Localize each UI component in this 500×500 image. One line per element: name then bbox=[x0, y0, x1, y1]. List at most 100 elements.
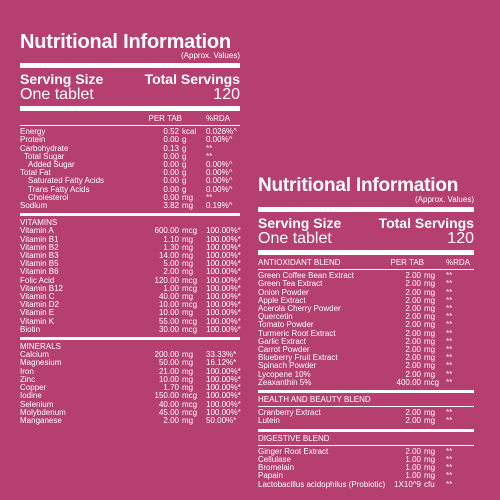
nutrient-row: Calcium 200.00 mg 33.33%* bbox=[20, 351, 240, 359]
divider bbox=[258, 444, 474, 446]
nutrient-row: Selenium 40.00 mcg 100.00%* bbox=[20, 399, 241, 409]
nutrient-unit: mg bbox=[182, 251, 194, 261]
nutrient-value: 2.00 bbox=[163, 415, 179, 425]
nutrient-unit: mg bbox=[424, 295, 436, 305]
nutrient-rda: 100.00%* bbox=[206, 226, 241, 236]
nutrient-rda: ** bbox=[446, 295, 453, 305]
nutrient-value: 0.52 bbox=[163, 127, 179, 137]
nutrient-unit: mg bbox=[182, 374, 194, 384]
nutrient-rda: ** bbox=[446, 271, 453, 281]
nutrient-rda: ** bbox=[446, 416, 453, 426]
nutrient-name: Carrot Powder bbox=[258, 345, 310, 355]
nutrient-name: Biotin bbox=[20, 324, 41, 334]
nutrient-name: Vitamin K bbox=[20, 316, 55, 326]
nutrient-row: Total Sugar 0.00 g ** bbox=[20, 151, 240, 161]
nutrient-value: 200.00 bbox=[154, 350, 179, 360]
nutrient-rda: ** bbox=[206, 143, 213, 153]
nutrient-unit: mcg bbox=[182, 226, 198, 236]
nutrient-name: Vitamin D2 bbox=[20, 300, 59, 310]
nutrient-row: Molybdenum 45.00 mcg 100.00%* bbox=[20, 407, 241, 417]
nutrient-name: Vitamin B12 bbox=[20, 283, 63, 293]
nutrient-rda: ** bbox=[446, 463, 453, 473]
nutrient-row: Spinach Powder 2.00 mg ** bbox=[258, 362, 474, 370]
nutrient-unit: g bbox=[182, 184, 187, 194]
nutrient-unit: mg bbox=[424, 271, 436, 281]
nutrient-rda: 100.00%* bbox=[206, 308, 241, 318]
nutrient-name: Quercetin bbox=[258, 312, 293, 322]
panel-title: Nutritional Information bbox=[20, 31, 231, 53]
nutrient-rda: ** bbox=[446, 471, 453, 481]
nutrient-value: 45.00 bbox=[158, 407, 179, 417]
nutrient-name: Ginger Root Extract bbox=[258, 446, 329, 456]
nutrient-name: Added Sugar bbox=[28, 160, 75, 170]
nutrient-rda: 16.12%* bbox=[206, 358, 237, 368]
divider bbox=[20, 213, 240, 217]
nutrient-rda: ** bbox=[446, 304, 453, 314]
nutrient-rda: 100.00%* bbox=[206, 316, 241, 326]
nutrient-name: Garlic Extract bbox=[258, 336, 307, 346]
nutrient-row: Trans Fatty Acids 0.00 g 0.00%^ bbox=[20, 184, 240, 194]
vitamins-list: Vitamin A 600.00 mcg 100.00%* Vitamin B1 1.10… bbox=[20, 226, 241, 334]
nutrient-unit: mg bbox=[182, 234, 194, 244]
nutrient-unit: mg bbox=[424, 416, 436, 426]
serving-labels: Serving Size Total Servings bbox=[258, 216, 474, 230]
nutrient-unit: mg bbox=[424, 287, 436, 297]
nutrient-value: 10.00 bbox=[158, 300, 179, 310]
nutrient-value: 2.00 bbox=[405, 353, 421, 363]
nutrient-name: Magnesium bbox=[20, 358, 62, 368]
nutrient-name: Sodium bbox=[20, 201, 48, 211]
nutrient-unit: cfu bbox=[424, 479, 435, 489]
nutrient-rda: 100.00%* bbox=[206, 283, 241, 293]
nutrients-list: Energy 0.52 kcal 0.026%^ Protein 0.00 g 0.00%^ C… bbox=[20, 127, 240, 211]
nutrient-name: Zinc bbox=[20, 374, 36, 384]
nutrient-name: Energy bbox=[20, 127, 46, 137]
nutrient-value: 0.00 bbox=[163, 151, 179, 161]
nutrient-unit: mg bbox=[424, 408, 436, 418]
nutrient-value: 40.00 bbox=[158, 399, 179, 409]
nutrient-unit: mcg bbox=[182, 316, 198, 326]
nutrient-row: Carrot Powder 2.00 mg ** bbox=[258, 345, 474, 355]
nutrient-row: Onion Powder 2.00 mg ** bbox=[258, 287, 474, 297]
nutrient-unit: mg bbox=[424, 345, 436, 355]
nutrient-name: Protein bbox=[20, 135, 46, 145]
nutrient-unit: mg bbox=[182, 192, 194, 202]
nutrient-row: Ginger Root Extract 2.00 mg ** bbox=[258, 446, 474, 456]
nutrient-unit: g bbox=[182, 176, 187, 186]
divider bbox=[258, 406, 474, 408]
nutrient-row: Iodine 150.00 mcg 100.00%* bbox=[20, 391, 241, 401]
nutrient-value: 55.00 bbox=[158, 316, 179, 326]
nutrient-name: Trans Fatty Acids bbox=[28, 184, 90, 194]
nutrient-rda: 100.00%* bbox=[206, 407, 241, 417]
nutrient-name: Iron bbox=[20, 366, 34, 376]
total-servings-label: Total Servings bbox=[144, 71, 240, 87]
rda-header: %RDA bbox=[206, 114, 231, 123]
nutrient-value: 1.00 bbox=[405, 471, 421, 481]
nutrient-value: 0.00 bbox=[163, 168, 179, 178]
nutrient-unit: mg bbox=[424, 312, 436, 322]
antioxidant-list: Green Coffee Bean Extract 2.00 mg ** Green T… bbox=[258, 271, 474, 387]
nutrient-value: 10.00 bbox=[158, 374, 179, 384]
nutrient-value: 0.00 bbox=[163, 160, 179, 170]
nutrient-row: Vitamin K 55.00 mcg 100.00%* bbox=[20, 316, 241, 326]
nutrient-unit: mcg bbox=[182, 275, 198, 285]
nutrient-rda: 100.00%* bbox=[206, 242, 241, 252]
nutrient-name: Acerola Cherry Powder bbox=[258, 304, 341, 314]
nutrient-value: 1.70 bbox=[163, 383, 179, 393]
nutrient-rda: ** bbox=[446, 312, 453, 322]
nutrient-name: Carbohydrate bbox=[20, 143, 69, 153]
nutrient-rda: 100.00%* bbox=[206, 300, 241, 310]
nutrient-value: 3.82 bbox=[163, 201, 179, 211]
nutrient-unit: mg bbox=[182, 350, 194, 360]
nutrient-name: Cranberry Extract bbox=[258, 408, 321, 418]
nutrient-value: 0.00 bbox=[163, 192, 179, 202]
divider bbox=[258, 269, 474, 271]
digestive-section-label: DIGESTIVE BLEND bbox=[258, 433, 330, 443]
nutrient-value: 2.00 bbox=[405, 345, 421, 355]
nutrient-value: 2.00 bbox=[405, 416, 421, 426]
nutrient-name: Blueberry Fruit Extract bbox=[258, 353, 338, 363]
column-header: ANTIOXIDANT BLEND PER TAB %RDA bbox=[258, 258, 474, 267]
nutrient-rda: ** bbox=[446, 345, 453, 355]
nutrient-value: 150.00 bbox=[154, 391, 179, 401]
nutrient-unit: mg bbox=[424, 336, 436, 346]
total-servings-label: Total Servings bbox=[378, 215, 474, 231]
